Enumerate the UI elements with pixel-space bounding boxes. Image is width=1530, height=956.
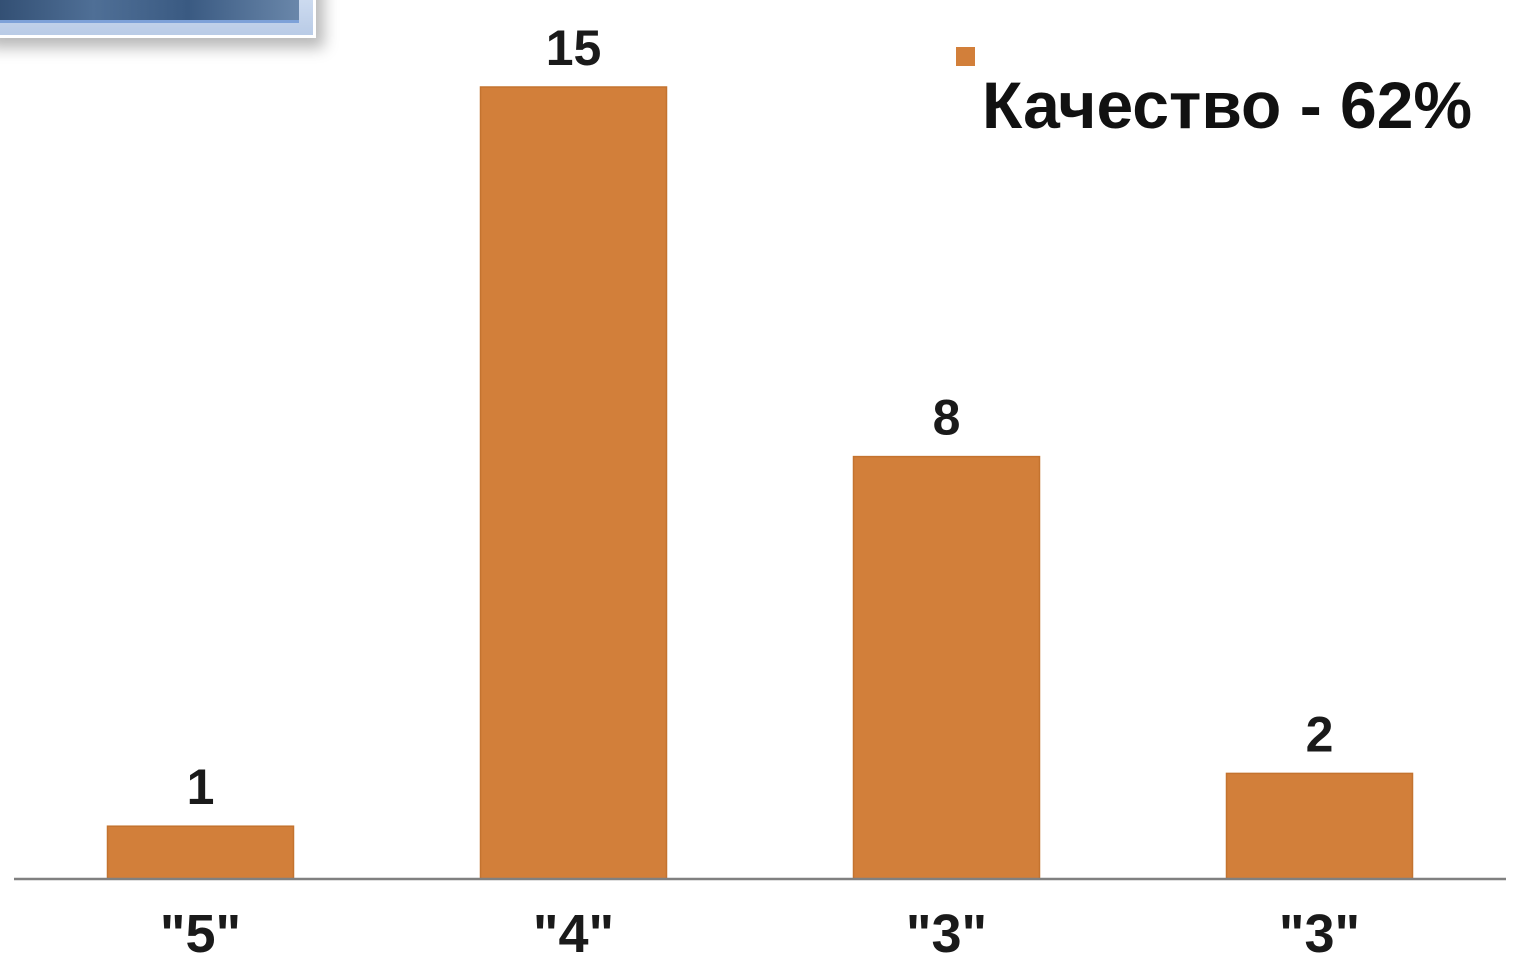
- data-labels-layer: 1 15 8 2: [187, 20, 1334, 815]
- category-label-1: "4": [533, 904, 614, 956]
- category-label-0: "5": [160, 904, 241, 956]
- category-labels-layer: "5" "4" "3" "3": [160, 904, 1360, 956]
- bars-layer: [106, 86, 1414, 880]
- legend-marker: [956, 47, 975, 66]
- category-label-2: "3": [906, 904, 987, 956]
- data-label-1: 15: [546, 20, 602, 76]
- photo-fragment-image: [0, 0, 316, 38]
- bar-2: [852, 455, 1041, 880]
- bar-3: [1225, 772, 1414, 880]
- bar-0: [106, 825, 295, 880]
- data-label-0: 1: [187, 759, 215, 815]
- data-label-3: 2: [1306, 706, 1334, 762]
- legend: Качество - 62%: [956, 47, 1472, 142]
- photo-fragment-inner: [0, 0, 299, 23]
- data-label-2: 8: [933, 390, 961, 446]
- legend-label: Качество - 62%: [982, 68, 1472, 142]
- bar-1: [479, 86, 668, 880]
- category-label-3: "3": [1279, 904, 1360, 956]
